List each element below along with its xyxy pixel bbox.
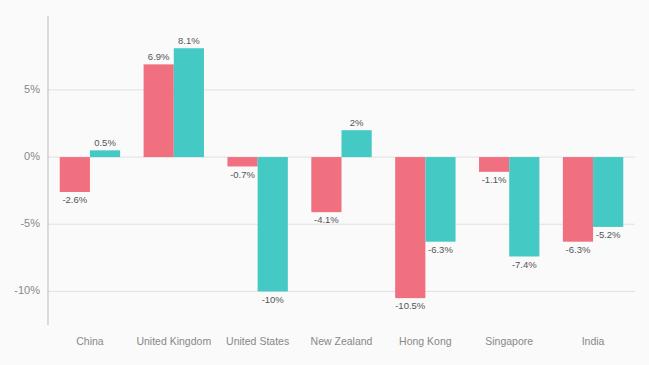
- y-axis-line: [48, 16, 49, 325]
- bar: [258, 157, 288, 291]
- background: [0, 0, 649, 365]
- data-label: -4.1%: [314, 214, 339, 225]
- bar: [342, 130, 372, 157]
- grid-line: [48, 89, 635, 90]
- bars: [60, 48, 624, 298]
- x-tick-label: New Zealand: [311, 335, 373, 347]
- y-tick-label: -5%: [20, 217, 40, 229]
- data-label: -6.3%: [566, 244, 591, 255]
- bar: [227, 157, 257, 166]
- x-tick-label: Singapore: [485, 335, 533, 347]
- bar: [60, 157, 90, 192]
- data-label: 6.9%: [148, 51, 170, 62]
- data-label: -0.7%: [230, 169, 255, 180]
- x-tick-label: India: [582, 335, 605, 347]
- x-tick-label: Hong Kong: [399, 335, 452, 347]
- grid-line: [48, 224, 635, 225]
- bar: [395, 157, 425, 298]
- data-label: -10%: [262, 294, 285, 305]
- data-label: 2%: [350, 117, 364, 128]
- bar: [144, 64, 174, 157]
- grid: [48, 90, 635, 292]
- x-tick-label: United States: [226, 335, 289, 347]
- bar: [563, 157, 593, 242]
- x-tick-label: United Kingdom: [136, 335, 211, 347]
- bar: [174, 48, 204, 157]
- bar: [90, 150, 120, 157]
- bar: [425, 157, 455, 242]
- y-tick-label: 0%: [24, 150, 40, 162]
- data-label: -6.3%: [428, 244, 453, 255]
- x-tick-label: China: [76, 335, 104, 347]
- data-label: -7.4%: [512, 259, 537, 270]
- page: {"chart_data": {"type": "bar", "categori…: [0, 0, 649, 365]
- y-tick-label: 5%: [24, 83, 40, 95]
- chart-svg: -10% -5% 0% 5% -2.6% 6.9% -0.7% -4.1% -10.5% -1.1…: [0, 0, 649, 365]
- bar: [479, 157, 509, 172]
- bar: [593, 157, 623, 227]
- data-label: -1.1%: [482, 174, 507, 185]
- y-tick-label: -10%: [14, 284, 40, 296]
- data-label: 8.1%: [178, 35, 200, 46]
- grid-line: [48, 291, 635, 292]
- data-label: -10.5%: [395, 300, 426, 311]
- data-label: -2.6%: [62, 194, 87, 205]
- data-labels: -2.6% 6.9% -0.7% -4.1% -10.5% -1.1% -6.3% 0.5% 8…: [62, 35, 621, 311]
- data-label: -5.2%: [596, 229, 621, 240]
- chart-container: -10% -5% 0% 5% -2.6% 6.9% -0.7% -4.1% -10.5% -1.1…: [0, 0, 649, 365]
- bar: [509, 157, 539, 256]
- bar: [311, 157, 341, 212]
- data-label: 0.5%: [94, 137, 116, 148]
